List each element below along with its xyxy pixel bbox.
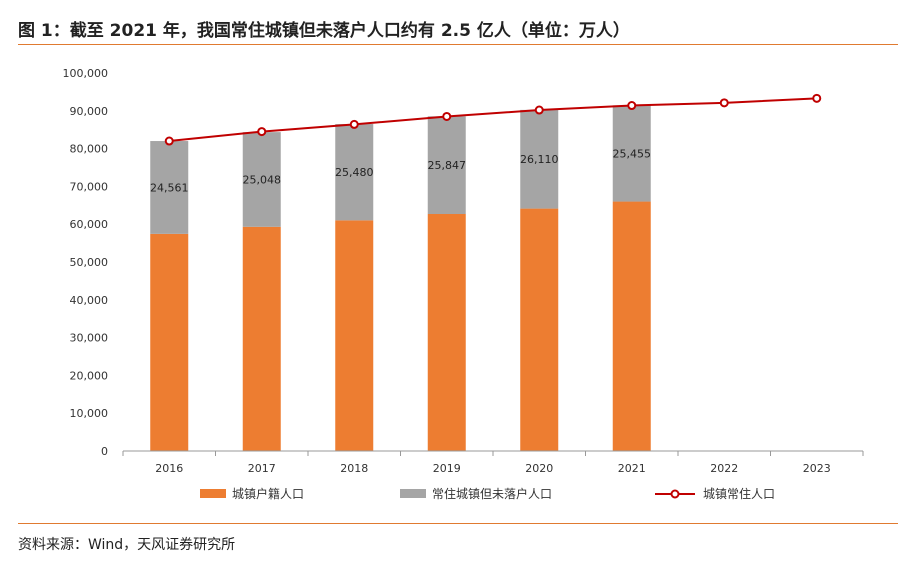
legend-marker-resident (670, 489, 680, 499)
line-point-2018 (349, 119, 359, 129)
data-label-2017: 25,048 (243, 173, 282, 186)
title-divider (18, 44, 898, 45)
bar-gap-2019 (427, 116, 466, 214)
y-tick-label: 100,000 (63, 67, 109, 80)
stacked-bar-line-chart: 0 10,000 20,000 30,000 40,000 50,000 60,000 70,… (63, 67, 864, 501)
bar-hukou-2020 (520, 208, 559, 451)
line-point-2022 (719, 98, 729, 108)
line-point-2020 (534, 105, 544, 115)
bar-data-labels: 24,561 25,048 25,480 25,847 26,110 25,455 (150, 147, 651, 194)
line-point-2023 (812, 93, 822, 103)
footer-divider (18, 523, 898, 524)
data-label-2021: 25,455 (613, 147, 652, 160)
data-label-2016: 24,561 (150, 181, 189, 194)
y-tick-label: 90,000 (70, 105, 109, 118)
y-tick-label: 40,000 (70, 294, 109, 307)
legend-label-hukou: 城镇户籍人口 (232, 486, 304, 501)
y-axis: 0 10,000 20,000 30,000 40,000 50,000 60,000 70,… (63, 67, 109, 458)
bar-hukou-2017 (242, 226, 281, 451)
data-label-2018: 25,480 (335, 166, 374, 179)
y-tick-label: 0 (101, 445, 108, 458)
bar-hukou-2018 (335, 220, 374, 451)
y-tick-label: 60,000 (70, 218, 109, 231)
x-tick-label-2022: 2022 (710, 462, 738, 475)
x-axis: 2016 2017 2018 2019 2020 2021 2022 2023 (122, 450, 864, 475)
legend-label-resident: 城镇常住人口 (703, 487, 775, 501)
bar-gap-2018 (335, 124, 374, 221)
line-point-2019 (442, 111, 452, 121)
line-point-2017 (257, 127, 267, 137)
line-series (164, 93, 822, 146)
chart-title: 图 1：截至 2021 年，我国常住城镇但未落户人口约有 2.5 亿人（单位：万… (18, 21, 630, 41)
bar-hukou-2021 (612, 201, 651, 451)
legend-label-gap: 常住城镇但未落户人口 (432, 486, 552, 501)
line-point-2016 (164, 136, 174, 146)
legend-swatch-hukou (200, 489, 226, 498)
line-point-2021 (627, 101, 637, 111)
x-tick-label-2020: 2020 (525, 462, 553, 475)
bar-gap-2016 (150, 141, 189, 234)
bar-gap-2017 (242, 132, 281, 227)
bar-series (150, 105, 651, 451)
legend: 城镇户籍人口 常住城镇但未落户人口 城镇常住人口 (200, 486, 775, 501)
bar-gap-2020 (520, 109, 559, 209)
resident-line (169, 97, 817, 143)
y-tick-label: 50,000 (70, 256, 109, 269)
x-tick-label-2021: 2021 (618, 462, 646, 475)
x-tick-label-2018: 2018 (340, 462, 368, 475)
legend-swatch-gap (400, 489, 426, 498)
bar-hukou-2016 (150, 233, 189, 451)
x-tick-label-2017: 2017 (248, 462, 276, 475)
data-label-2019: 25,847 (428, 159, 467, 172)
y-tick-label: 20,000 (70, 369, 109, 382)
y-tick-label: 70,000 (70, 180, 109, 193)
source-note: 资料来源：Wind，天风证券研究所 (18, 537, 236, 553)
bar-hukou-2019 (427, 213, 466, 451)
bar-gap-2021 (612, 105, 651, 202)
y-tick-label: 10,000 (70, 407, 109, 420)
x-tick-label-2019: 2019 (433, 462, 461, 475)
x-tick-label-2016: 2016 (155, 462, 183, 475)
data-label-2020: 26,110 (520, 153, 559, 166)
y-tick-label: 80,000 (70, 143, 109, 156)
y-tick-label: 30,000 (70, 332, 109, 345)
x-tick-label-2023: 2023 (803, 462, 831, 475)
